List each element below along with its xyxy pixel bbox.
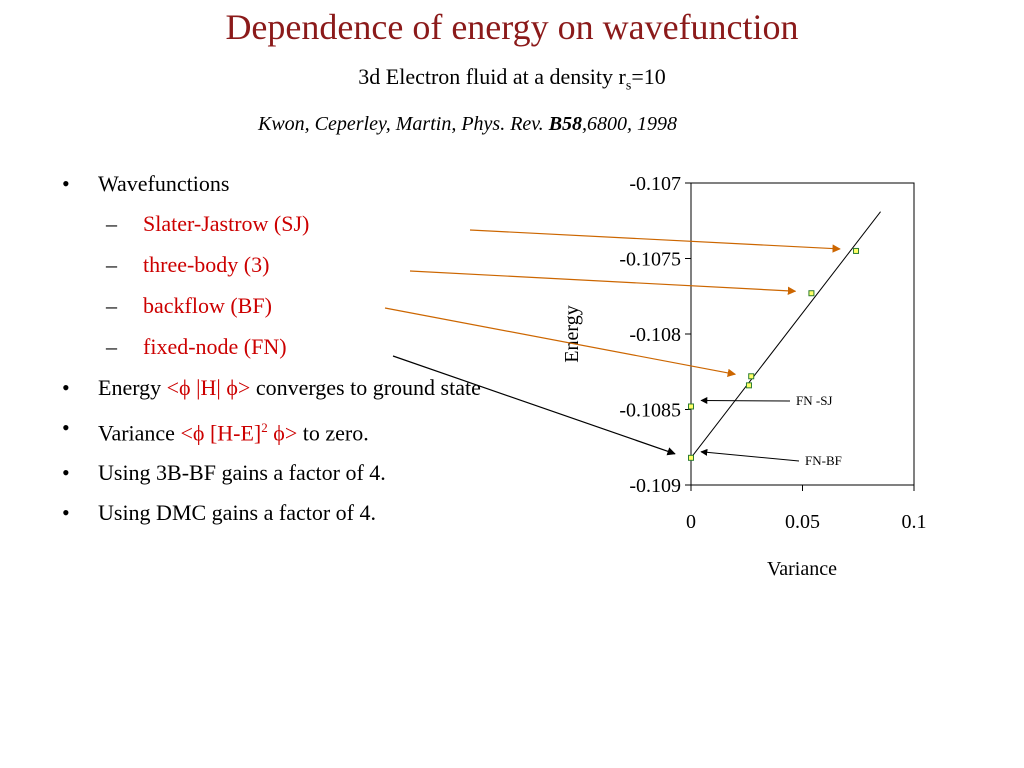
callout-arrow (384, 307, 737, 378)
callout-arrow (409, 270, 797, 296)
y-axis: -0.107 -0.1075 -0.108 -0.1085 -0.109 (619, 173, 691, 497)
variance-pre: Variance (98, 420, 181, 446)
y-tick-label: -0.109 (629, 475, 681, 497)
annotations: FN -SJ FN-BF (700, 393, 842, 468)
variance-expression-end: ϕ> (267, 420, 298, 446)
callout-arrows (384, 229, 841, 456)
citation: Kwon, Ceperley, Martin, Phys. Rev. B58,6… (258, 113, 677, 136)
subtitle-subscript: s (625, 78, 632, 94)
data-point (688, 403, 694, 410)
y-tick-label: -0.108 (629, 324, 681, 346)
y-axis-label: Energy (561, 305, 583, 362)
x-tick-label: 0.05 (785, 511, 820, 533)
data-point (853, 247, 860, 254)
bullet-list: Wavefunctions Slater-Jastrow (SJ) three-… (62, 170, 562, 539)
subtitle-main: 3d Electron fluid at a density r (358, 64, 626, 89)
citation-rest: ,6800, 1998 (582, 113, 678, 135)
bullet-wavefunctions: Wavefunctions Slater-Jastrow (SJ) three-… (62, 170, 562, 360)
sub-item-sj: Slater-Jastrow (SJ) (106, 210, 562, 237)
x-axis-label: Variance (767, 558, 837, 580)
annotation-arrow (700, 396, 791, 404)
bullet-wavefunctions-label: Wavefunctions (98, 171, 230, 196)
x-axis: 0 0.05 0.1 (686, 485, 927, 533)
x-tick-label: 0.1 (902, 511, 927, 533)
bullet-gain-3bbf: Using 3B-BF gains a factor of 4. (62, 459, 562, 486)
annotation-label: FN-BF (805, 453, 842, 468)
sub-item-3b: three-body (3) (106, 251, 562, 278)
energy-pre: Energy (98, 375, 167, 400)
data-point (808, 290, 815, 297)
bullet-energy: Energy <ϕ |H| ϕ> converges to ground sta… (62, 374, 562, 401)
annotation-arrow (700, 448, 800, 462)
plot-area-frame (690, 182, 915, 486)
bullet-gain-dmc: Using DMC gains a factor of 4. (62, 499, 562, 526)
bullet-variance: Variance <ϕ [H-E]2 ϕ> to zero. (62, 414, 562, 446)
slide-title: Dependence of energy on wavefunction (225, 7, 799, 47)
y-tick-label: -0.107 (629, 173, 681, 195)
data-points (688, 247, 860, 461)
data-point (745, 382, 752, 389)
sub-item-fn: fixed-node (FN) (106, 333, 562, 360)
energy-expression: <ϕ |H| ϕ> (166, 375, 251, 400)
citation-volume: B58 (548, 113, 583, 135)
x-tick-label: 0 (686, 511, 696, 533)
variance-expression: <ϕ [H-E] (180, 420, 262, 446)
fit-line (690, 211, 881, 459)
variance-post: to zero. (297, 420, 369, 446)
callout-arrow (392, 355, 676, 456)
sub-item-bf: backflow (BF) (106, 292, 562, 319)
variance-exponent: 2 (261, 420, 268, 435)
data-point (748, 373, 755, 380)
callout-arrow (469, 229, 841, 253)
wavefunction-sublist: Slater-Jastrow (SJ) three-body (3) backf… (106, 210, 562, 360)
subtitle-end: =10 (631, 64, 666, 89)
y-tick-label: -0.1075 (619, 249, 681, 271)
data-point (688, 454, 694, 461)
y-tick-label: -0.1085 (619, 400, 681, 422)
citation-authors: Kwon, Ceperley, Martin, Phys. Rev. (258, 113, 549, 135)
slide-subtitle: 3d Electron fluid at a density rs=10 (0, 64, 1024, 94)
energy-post: converges to ground state (250, 375, 481, 400)
annotation-label: FN -SJ (796, 393, 833, 408)
